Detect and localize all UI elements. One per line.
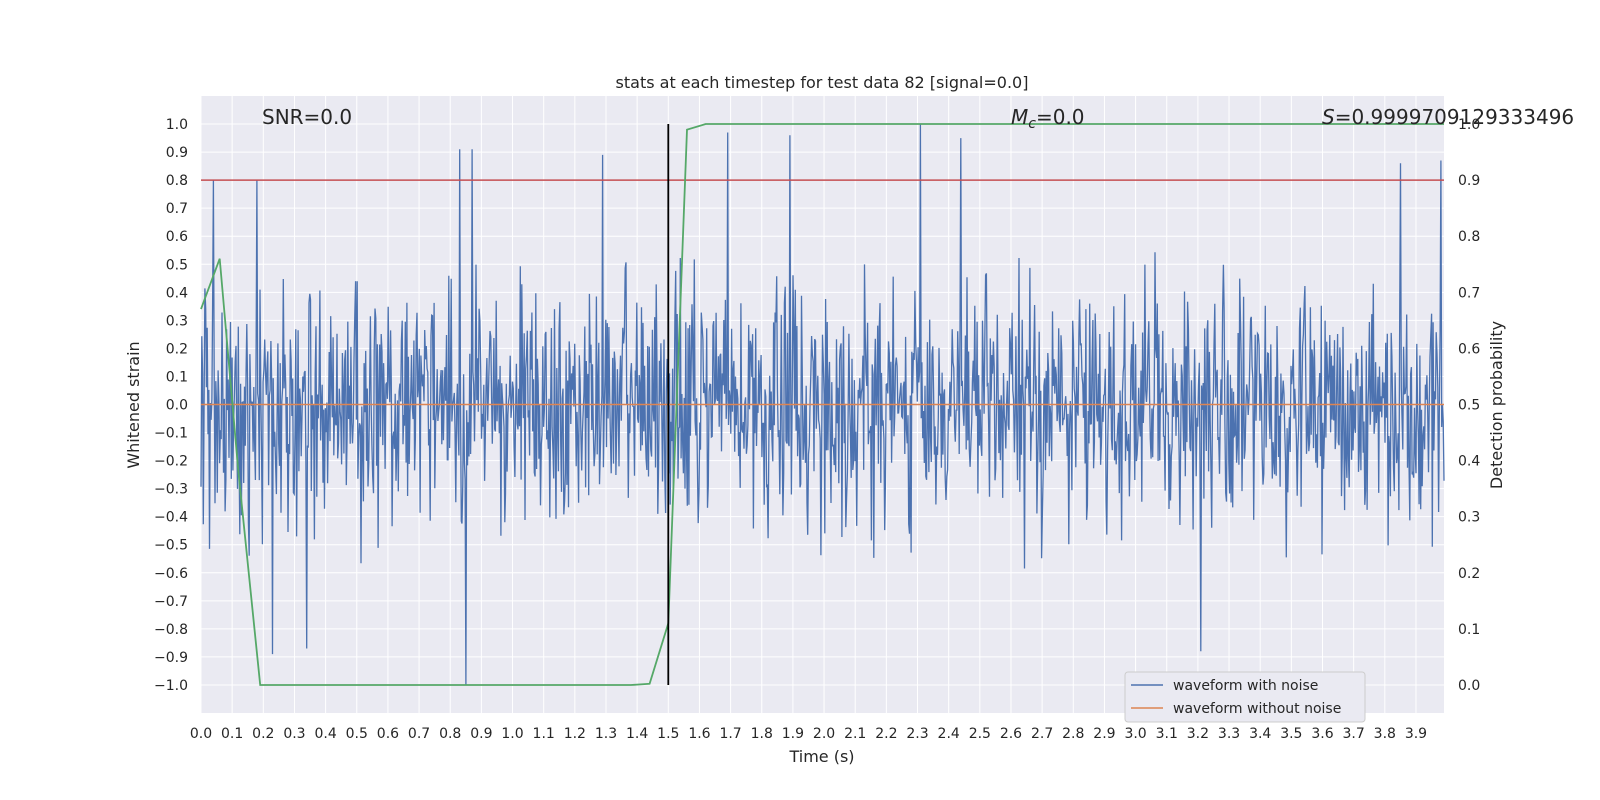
y-right-axis-label: Detection probability <box>1487 321 1506 489</box>
x-tick-label: 2.7 <box>1031 726 1053 742</box>
legend-box <box>1124 671 1366 723</box>
y-right-tick-label: 1.0 <box>1458 117 1480 133</box>
y-tick-label: 0.0 <box>166 398 188 414</box>
y-tick-label: 1.0 <box>166 117 188 133</box>
noise-series <box>200 123 1445 686</box>
x-tick-label: 3.3 <box>1218 726 1240 742</box>
x-tick-label: 0.1 <box>221 726 243 742</box>
y-tick-label: 0.3 <box>166 313 188 329</box>
x-tick-label: 2.5 <box>969 726 991 742</box>
y-tick-label: −0.3 <box>154 482 188 498</box>
y-right-tick-label: 0.4 <box>1458 454 1480 470</box>
y-right-tick-label: 0.5 <box>1458 398 1480 414</box>
x-tick-label: 1.6 <box>688 726 710 742</box>
x-tick-label: 3.8 <box>1374 726 1396 742</box>
x-tick-label: 2.8 <box>1062 726 1084 742</box>
x-tick-label: 0.4 <box>314 726 336 742</box>
x-tick-label: 0.6 <box>377 726 399 742</box>
x-tick-label: 3.9 <box>1405 726 1427 742</box>
x-tick-label: 3.1 <box>1156 726 1178 742</box>
y-tick-label: 0.8 <box>166 173 188 189</box>
x-tick-label: 0.2 <box>252 726 274 742</box>
x-tick-label: 2.9 <box>1093 726 1115 742</box>
s-annotation: S=0.9999709129333496 <box>1322 105 1574 129</box>
x-tick-label: 1.0 <box>501 726 523 742</box>
y-right-tick-label: 0.6 <box>1458 341 1480 357</box>
x-tick-label: 1.9 <box>782 726 804 742</box>
y-tick-label: −0.5 <box>154 538 188 554</box>
y-tick-label: −0.6 <box>154 566 188 582</box>
x-tick-label: 3.7 <box>1343 726 1365 742</box>
y-right-tick-label: 0.0 <box>1458 678 1480 694</box>
legend-label-noise: waveform with noise <box>1173 678 1318 694</box>
snr-annotation: SNR=0.0 <box>262 105 352 129</box>
y-tick-label: 0.7 <box>166 201 188 217</box>
x-tick-label: 0.5 <box>346 726 368 742</box>
y-tick-label: −0.1 <box>154 426 188 442</box>
y-tick-label: −0.4 <box>154 510 188 526</box>
x-tick-label: 1.8 <box>751 726 773 742</box>
y-axis-label: Whitened strain <box>124 341 143 468</box>
x-tick-label: 1.4 <box>626 726 648 742</box>
x-tick-labels: 0.0 0.1 0.2 0.3 0.4 0.5 0.6 0.7 0.8 0.9 1.0 1.1 1.2 1… <box>190 726 1427 742</box>
y-tick-label: 0.4 <box>166 285 188 301</box>
mc-value: =0.0 <box>1036 105 1085 129</box>
x-tick-label: 3.6 <box>1311 726 1333 742</box>
y-tick-label: −0.2 <box>154 454 188 470</box>
x-tick-label: 1.2 <box>564 726 586 742</box>
y-right-tick-label: 0.9 <box>1458 173 1480 189</box>
y-tick-labels: −1.0 −0.9 −0.8 −0.7 −0.6 −0.5 −0.4 −0.3 −0.2 −0.1… <box>154 117 188 694</box>
x-tick-label: 3.0 <box>1124 726 1146 742</box>
y-tick-label: −0.8 <box>154 622 188 638</box>
x-tick-label: 2.0 <box>813 726 835 742</box>
x-tick-label: 0.3 <box>283 726 305 742</box>
x-tick-label: 3.4 <box>1249 726 1271 742</box>
x-tick-label: 1.1 <box>533 726 555 742</box>
y-tick-label: 0.5 <box>166 257 188 273</box>
y-tick-label: 0.6 <box>166 229 188 245</box>
y-right-tick-label: 0.2 <box>1458 566 1480 582</box>
x-tick-label: 2.6 <box>1000 726 1022 742</box>
s-value: =0.9999709129333496 <box>1335 105 1574 129</box>
y-tick-label: 0.9 <box>166 145 188 161</box>
legend: waveform with noise waveform without noi… <box>1124 671 1366 723</box>
mc-annotation: Mc=0.0 <box>1011 105 1085 132</box>
x-tick-label: 3.5 <box>1280 726 1302 742</box>
y-tick-label: 0.1 <box>166 369 188 385</box>
y-right-tick-label: 0.1 <box>1458 622 1480 638</box>
y-tick-label: −0.9 <box>154 650 188 666</box>
y-tick-label: −0.7 <box>154 594 188 610</box>
x-tick-label: 2.4 <box>938 726 960 742</box>
probability-series-line <box>200 123 1444 686</box>
y-right-tick-label: 0.3 <box>1458 510 1480 526</box>
legend-label-clean: waveform without noise <box>1173 701 1341 717</box>
chart-title: stats at each timestep for test data 82 … <box>616 73 1029 92</box>
s-symbol: S <box>1322 105 1335 129</box>
y-tick-label: 0.2 <box>166 341 188 357</box>
noise-series-line <box>200 123 1445 686</box>
mc-subscript: c <box>1028 116 1036 132</box>
x-tick-label: 0.0 <box>190 726 212 742</box>
x-tick-label: 2.3 <box>906 726 928 742</box>
x-tick-label: 0.8 <box>439 726 461 742</box>
x-tick-label: 3.2 <box>1187 726 1209 742</box>
y-right-tick-labels: 0.0 0.1 0.2 0.3 0.4 0.5 0.6 0.7 0.8 0.9 1.0 <box>1458 117 1480 694</box>
x-tick-label: 1.5 <box>657 726 679 742</box>
x-tick-label: 0.9 <box>470 726 492 742</box>
x-tick-label: 0.7 <box>408 726 430 742</box>
y-right-tick-label: 0.8 <box>1458 229 1480 245</box>
mc-symbol: M <box>1011 105 1028 129</box>
x-tick-label: 2.1 <box>844 726 866 742</box>
y-right-tick-label: 0.7 <box>1458 285 1480 301</box>
y-tick-label: −1.0 <box>154 678 188 694</box>
x-tick-label: 1.7 <box>719 726 741 742</box>
x-tick-label: 2.2 <box>875 726 897 742</box>
x-axis-label: Time (s) <box>788 747 854 766</box>
x-tick-label: 1.3 <box>595 726 617 742</box>
